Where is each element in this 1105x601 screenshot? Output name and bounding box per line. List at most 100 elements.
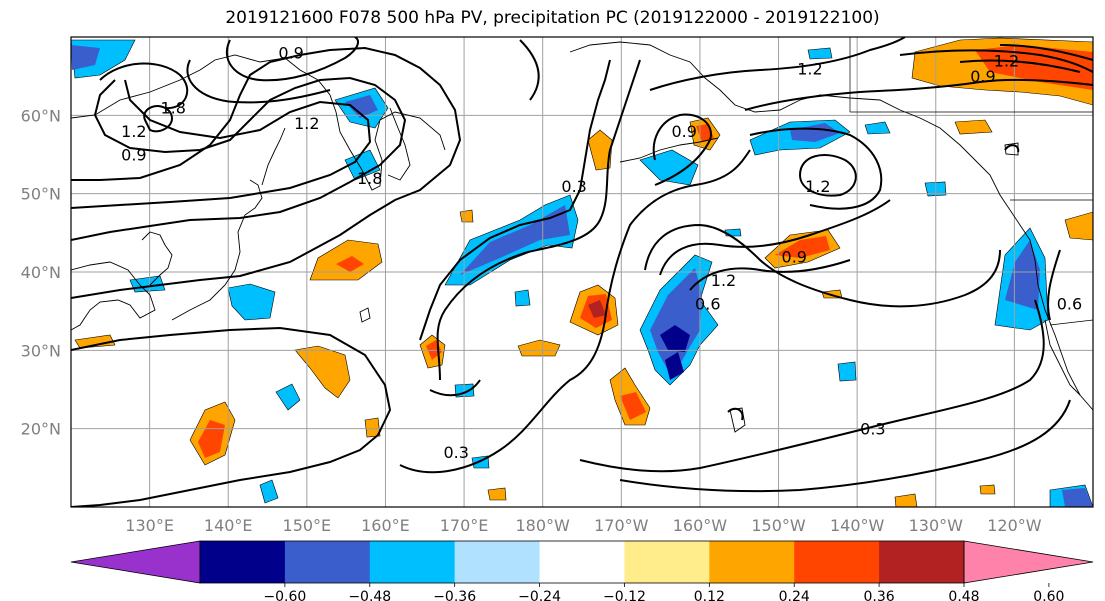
lon-tick-label: 140°E (204, 516, 253, 535)
pv-contour-line (71, 76, 407, 241)
precip-blob-positive (979, 484, 996, 495)
lon-tick-label: 140°W (830, 516, 885, 535)
lon-tick-label: 150°E (283, 516, 332, 535)
precip-blob-positive (620, 392, 646, 420)
lon-tick-label: 160°E (361, 516, 410, 535)
contour-label: 0.9 (671, 122, 696, 141)
colorbar-tick-label: 0.12 (694, 589, 725, 601)
colorbar-frame (199, 540, 965, 584)
coastline-kamchatka (387, 107, 411, 181)
lat-tick-label: 40°N (21, 263, 61, 282)
latitude-labels: 20°N 30°N 40°N 50°N 60°N (21, 106, 61, 438)
precip-blob-negative (227, 283, 276, 321)
map-frame (70, 36, 1094, 508)
colorbar-extend-high (963, 540, 1094, 584)
pv-contour-line (999, 44, 1093, 61)
coastline-alaska (569, 41, 1011, 211)
precip-blob-positive (364, 417, 381, 438)
precip-blob-negative (660, 325, 690, 352)
colorbar-swatch (369, 541, 456, 583)
pv-contour-line (71, 46, 462, 299)
colorbar-tick-label: −0.36 (433, 589, 476, 601)
coastline-sakhalin (261, 127, 286, 186)
lon-tick-label: 160°W (673, 516, 728, 535)
colorbar-extend-low (70, 540, 201, 584)
contour-label: 1.2 (711, 271, 736, 290)
contour-label: 1.2 (994, 52, 1019, 71)
lon-tick-label: 170°E (440, 516, 489, 535)
precip-blob-negative (1005, 240, 1040, 310)
precip-anomaly-layer (71, 37, 1093, 507)
colorbar-tick-label: 0.60 (1033, 589, 1064, 601)
precip-blob-negative (345, 95, 378, 118)
lat-tick-label: 30°N (21, 341, 61, 360)
pv-contour-line (143, 105, 173, 133)
pv-contour-line (619, 399, 1071, 493)
political-boundaries (849, 37, 1093, 326)
pv-contour-line (225, 37, 359, 82)
pv-contour-line (689, 259, 851, 291)
lon-tick-label: 150°W (751, 516, 806, 535)
pv-contour-line (429, 379, 481, 397)
contour-labels: 0.91.81.20.91.21.8 0.30.91.21.20.91.20.60… (121, 44, 1082, 462)
precip-blob-positive (954, 119, 993, 135)
lat-tick-label: 20°N (21, 420, 61, 439)
precip-blob-positive (74, 334, 116, 349)
lon-tick-label: 130°W (909, 516, 964, 535)
contour-label: 0.3 (443, 443, 468, 462)
precip-blob-negative (259, 479, 279, 504)
pv-contour-line (644, 223, 1001, 308)
pv-contour-line (1004, 144, 1020, 153)
contour-label: 0.9 (121, 146, 146, 165)
contour-label: 0.3 (561, 177, 586, 196)
pv-contour-line (727, 407, 744, 421)
pv-contour-line (1047, 249, 1061, 321)
longitude-labels: 130°E 140°E 150°E 160°E 170°E 180°W 170°W 160°W… (125, 516, 1041, 535)
precip-blob-positive (588, 300, 606, 318)
precip-blob-positive (1064, 211, 1093, 241)
colorbar-tick-label: −0.60 (263, 589, 306, 601)
colorbar-swatch (794, 541, 880, 583)
pv-contour-line (99, 62, 189, 110)
coastline-korea (141, 231, 173, 286)
colorbar-tick-label: −0.12 (603, 589, 646, 601)
precip-blob-negative (275, 383, 301, 411)
precip-blob-negative (837, 361, 857, 382)
pv-contour-line (659, 199, 891, 276)
contour-label: 1.2 (805, 177, 830, 196)
island-coastline (1004, 142, 1019, 156)
pv-contour-line (744, 78, 1093, 111)
precip-blob-positive (198, 420, 225, 458)
pv-contour-line (899, 49, 1093, 73)
coastline-japan (171, 179, 263, 321)
coastline-north-america (1009, 209, 1093, 411)
colorbar-swatch (454, 541, 541, 583)
colorbar-tick-label: −0.48 (348, 589, 391, 601)
pv-contour-line (652, 113, 712, 186)
pv-contour-line (798, 154, 857, 197)
lon-tick-label: 120°W (987, 516, 1042, 535)
island-coastline (359, 307, 371, 323)
colorbar-tick-labels: −0.60 −0.48 −0.36 −0.24 −0.12 0.12 0.24 0.36 0.4… (263, 583, 1064, 601)
contour-label: 1.2 (294, 114, 319, 133)
colorbar-tick-label: 0.48 (948, 589, 979, 601)
contour-label: 0.9 (278, 44, 303, 63)
contour-label: 1.2 (797, 59, 822, 78)
precip-blob-positive (894, 493, 918, 507)
precip-blob-negative (665, 352, 684, 380)
contour-label: 0.6 (1057, 294, 1082, 313)
pv-contour-line (436, 59, 641, 381)
pv-contour-line (959, 59, 1081, 73)
lon-tick-label: 170°W (594, 516, 649, 535)
contour-label: 1.8 (357, 169, 382, 188)
pv-contour-line (399, 149, 751, 474)
lon-tick-label: 180°W (516, 516, 571, 535)
pv-contour-line (186, 59, 331, 104)
colorbar (70, 540, 1094, 584)
colorbar-tick-label: 0.24 (779, 589, 810, 601)
coastline-korea-china (71, 261, 156, 331)
precip-blob-negative (1062, 488, 1093, 507)
lon-tick-label: 130°E (125, 516, 174, 535)
contour-label: 1.8 (160, 99, 185, 118)
